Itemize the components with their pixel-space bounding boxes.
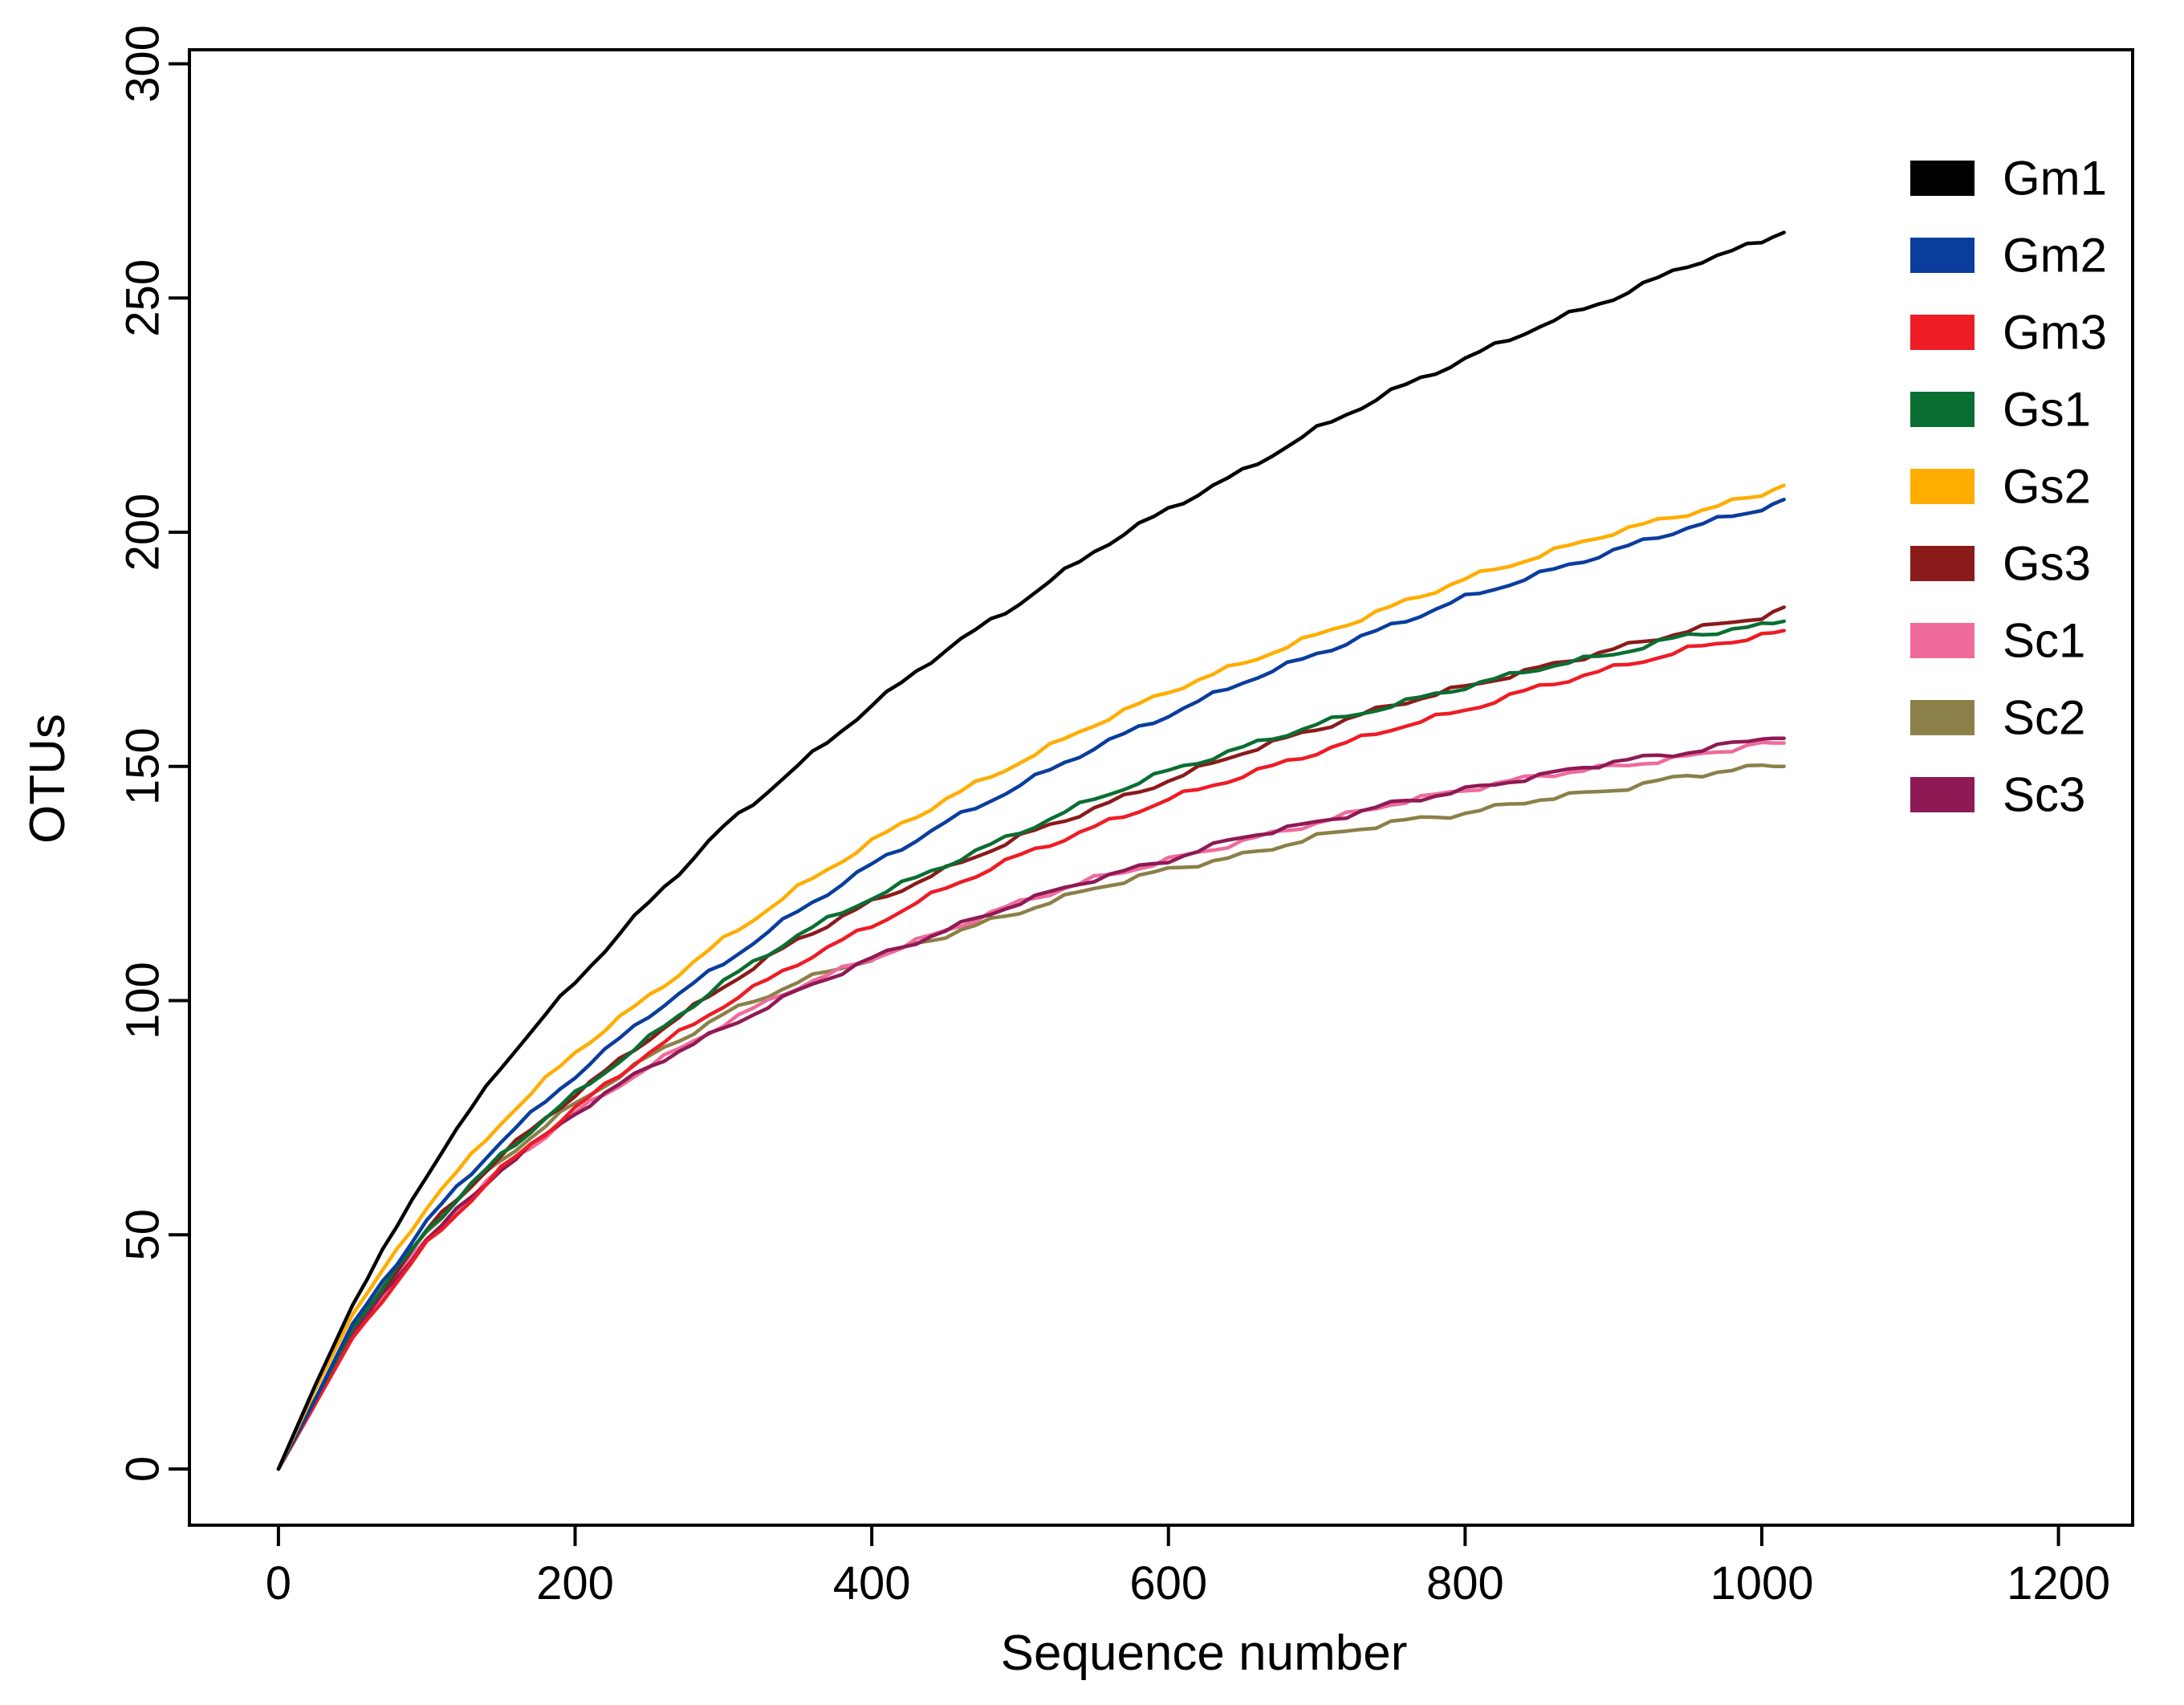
legend-swatch: [1910, 700, 1975, 735]
y-tick-label: 50: [117, 1209, 169, 1261]
legend-swatch: [1910, 469, 1975, 504]
legend: Gm1 Gm2 Gm3 Gs1 Gs2 Gs3 Sc1 Sc2 Sc3: [1910, 152, 2107, 822]
legend-swatch: [1910, 546, 1975, 581]
legend-swatch: [1910, 315, 1975, 350]
legend-label: Gs1: [2003, 383, 2091, 437]
legend-item-gs1: Gs1: [1910, 383, 2091, 437]
legend-label: Gm2: [2003, 229, 2107, 283]
plot-frame: [188, 48, 2134, 1527]
legend-item-sc2: Sc2: [1910, 691, 2085, 745]
legend-label: Gs3: [2003, 537, 2091, 591]
legend-label: Gm1: [2003, 152, 2107, 205]
x-tick-label: 800: [1426, 1557, 1504, 1609]
legend-item-gs2: Gs2: [1910, 460, 2091, 514]
y-tick-label: 200: [117, 494, 169, 572]
legend-label: Sc2: [2003, 691, 2085, 745]
y-tick-label: 0: [117, 1456, 169, 1482]
y-axis-title: OTUs: [20, 714, 75, 844]
x-tick-label: 0: [266, 1557, 291, 1609]
legend-label: Gs2: [2003, 460, 2091, 514]
series-group: [276, 230, 1786, 1471]
legend-item-gm3: Gm3: [1910, 306, 2107, 360]
legend-swatch: [1910, 161, 1975, 196]
series-line-sc2: [276, 763, 1786, 1471]
legend-swatch: [1910, 623, 1975, 658]
y-tick-label: 250: [117, 259, 169, 337]
legend-swatch: [1910, 238, 1975, 273]
y-tick-label: 300: [117, 25, 169, 103]
legend-label: Sc3: [2003, 768, 2085, 822]
series-line-gm2: [276, 497, 1786, 1471]
series-line-gs2: [276, 483, 1786, 1471]
x-axis-title: Sequence number: [1001, 1626, 1408, 1681]
series-line-gm1: [276, 230, 1786, 1471]
legend-item-gm2: Gm2: [1910, 229, 2107, 283]
legend-swatch: [1910, 777, 1975, 812]
legend-item-gm1: Gm1: [1910, 152, 2107, 205]
legend-swatch: [1910, 392, 1975, 427]
plot-frame-group: [188, 48, 2134, 1527]
x-tick-label: 600: [1129, 1557, 1207, 1609]
axis-group: 0 200 400 600 800 1000 1200 0 50 100 150 200 250 300: [117, 25, 2111, 1609]
x-tick-label: 200: [536, 1557, 614, 1609]
series-line-sc3: [276, 736, 1786, 1471]
legend-item-sc3: Sc3: [1910, 768, 2085, 822]
x-tick-label: 400: [833, 1557, 911, 1609]
legend-label: Sc1: [2003, 614, 2085, 668]
y-tick-label: 100: [117, 962, 169, 1040]
series-line-gs1: [276, 619, 1786, 1471]
y-tick-label: 150: [117, 727, 169, 805]
x-tick-label: 1000: [1710, 1557, 1813, 1609]
x-tick-label: 1200: [2007, 1557, 2110, 1609]
legend-item-sc1: Sc1: [1910, 614, 2085, 668]
legend-label: Gm3: [2003, 306, 2107, 360]
legend-item-gs3: Gs3: [1910, 537, 2091, 591]
series-line-gm3: [276, 629, 1786, 1471]
